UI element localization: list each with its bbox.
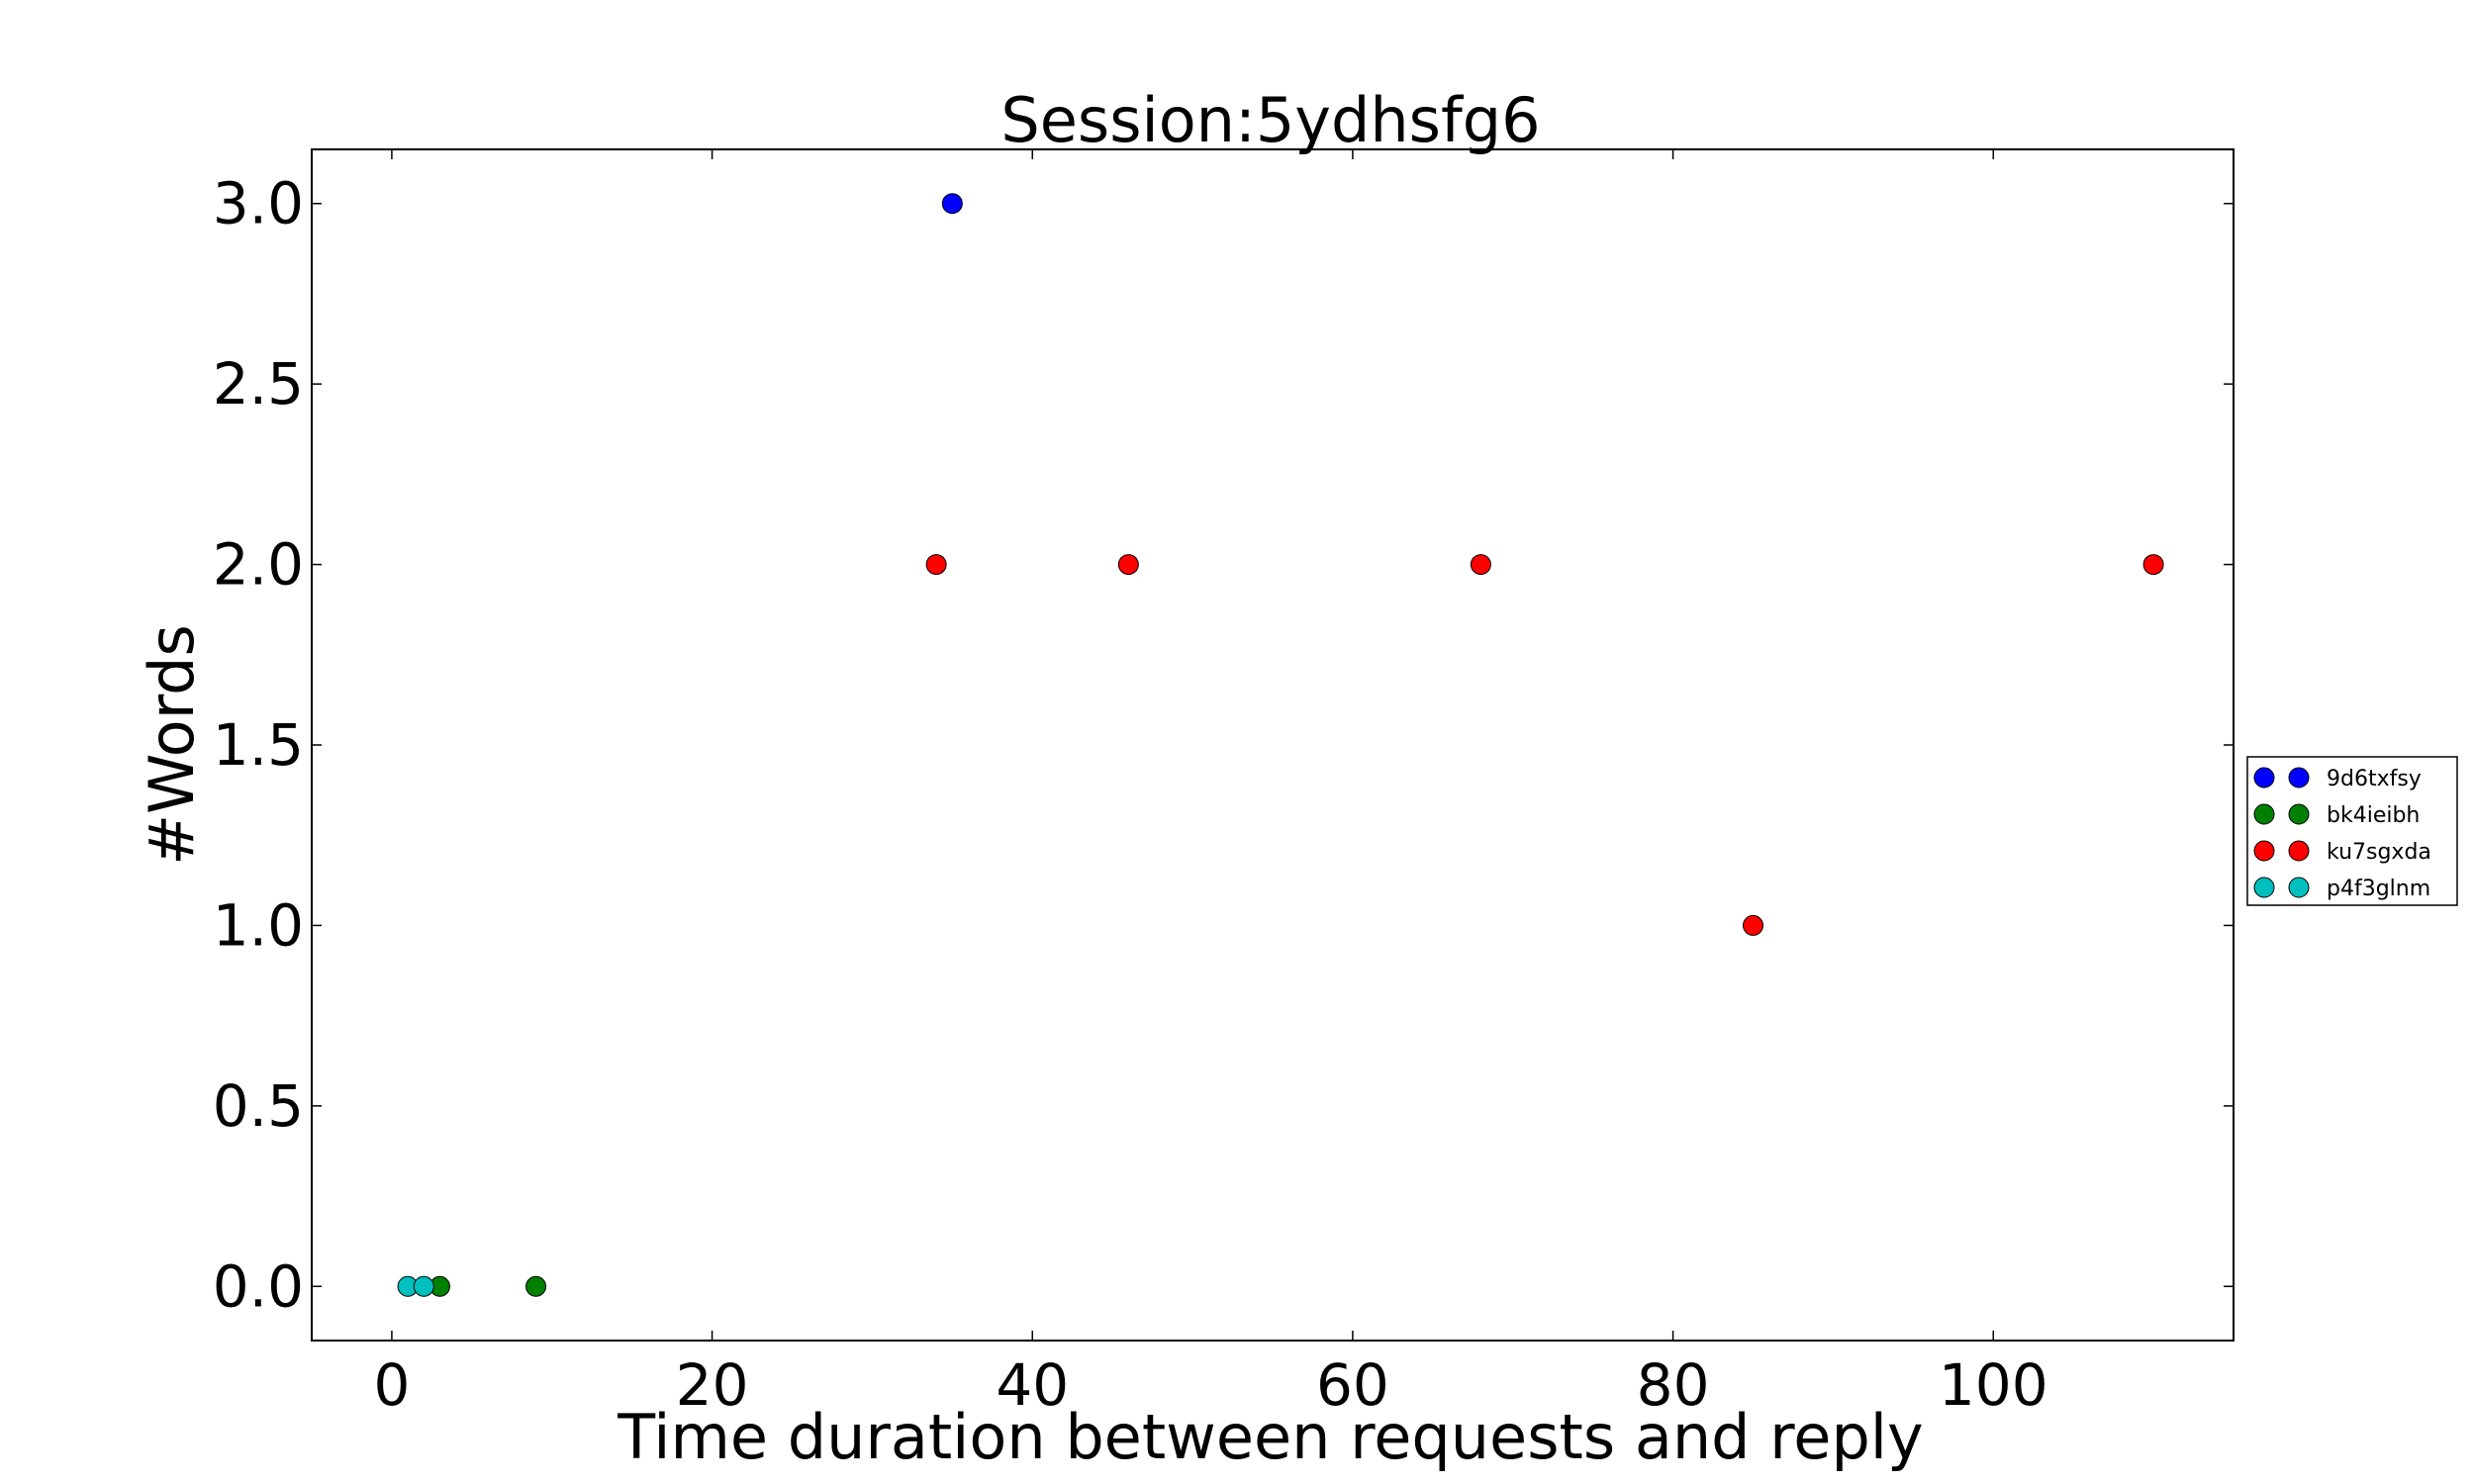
- y-tick-label: 0.0: [213, 1252, 304, 1320]
- y-tick-label: 3.0: [213, 170, 304, 237]
- y-axis-title: #Words: [136, 624, 208, 866]
- x-tick-label: 60: [1316, 1351, 1389, 1419]
- legend-marker: [2288, 803, 2310, 825]
- plot-area: [311, 148, 2235, 1342]
- legend-marker: [2253, 767, 2275, 788]
- x-tick-label: 80: [1637, 1351, 1710, 1419]
- axis-ticks: 0 20 40 60 80 100 0.0 0.5 1.0 1.5 2.0 2.5 3.0: [213, 149, 2234, 1419]
- legend: 9d6txfsy bk4ieibh ku7sgxda p4f3glnm: [2246, 756, 2458, 906]
- data-point-ku7sgxda: [2142, 554, 2164, 576]
- y-tick-label: 1.5: [213, 711, 304, 779]
- x-tick-label: 20: [676, 1351, 749, 1419]
- x-tick-label: 0: [373, 1351, 410, 1419]
- legend-label: 9d6txfsy: [2327, 767, 2422, 791]
- data-point-ku7sgxda: [1470, 554, 1491, 576]
- data-point-ku7sgxda: [1117, 554, 1139, 576]
- chart-title: Session:5ydhsfg6: [1000, 84, 1540, 156]
- data-point-ku7sgxda: [1743, 914, 1763, 936]
- data-points: [397, 193, 2164, 1297]
- x-tick-label: 100: [1939, 1351, 2048, 1419]
- legend-marker: [2288, 840, 2310, 862]
- legend-label: p4f3glnm: [2327, 877, 2430, 901]
- data-point-p4f3glnm: [413, 1275, 434, 1297]
- legend-frame: [2246, 756, 2458, 906]
- legend-marker: [2253, 877, 2275, 898]
- legend-marker: [2253, 803, 2275, 825]
- legend-marker: [2288, 767, 2310, 788]
- data-point-bk4ieibh: [525, 1275, 547, 1297]
- x-axis-title: Time duration between requests and reply: [617, 1401, 1923, 1473]
- legend-label: ku7sgxda: [2327, 840, 2431, 865]
- legend-marker: [2253, 840, 2275, 862]
- legend-label: bk4ieibh: [2327, 803, 2420, 828]
- data-point-ku7sgxda: [925, 554, 947, 576]
- legend-marker: [2288, 877, 2310, 898]
- y-tick-label: 1.0: [213, 891, 304, 959]
- y-tick-label: 2.5: [213, 350, 304, 417]
- data-point-9d6txfsy: [941, 193, 963, 215]
- y-tick-label: 0.5: [213, 1072, 304, 1140]
- x-tick-label: 40: [996, 1351, 1069, 1419]
- y-tick-label: 2.0: [213, 531, 304, 599]
